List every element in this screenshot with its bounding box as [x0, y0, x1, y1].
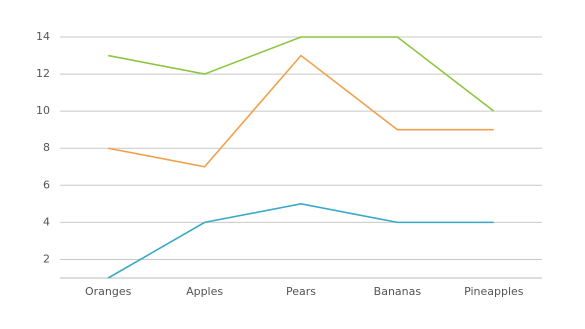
y-tick-label: 14	[36, 30, 50, 43]
y-tick-label: 12	[36, 67, 50, 80]
y-tick-label: 6	[43, 178, 50, 191]
x-tick-label: Oranges	[85, 285, 132, 298]
x-tick-label: Bananas	[374, 285, 422, 298]
y-tick-label: 8	[43, 141, 50, 154]
y-tick-label: 4	[43, 215, 50, 228]
x-tick-label: Apples	[186, 285, 223, 298]
y-tick-label: 2	[43, 252, 50, 265]
series-line	[108, 54, 494, 168]
series-line	[108, 36, 495, 112]
y-tick-label: 10	[36, 104, 50, 117]
x-tick-label: Pears	[286, 285, 316, 298]
series-line	[107, 203, 494, 279]
x-tick-label: Pineapples	[464, 285, 524, 298]
